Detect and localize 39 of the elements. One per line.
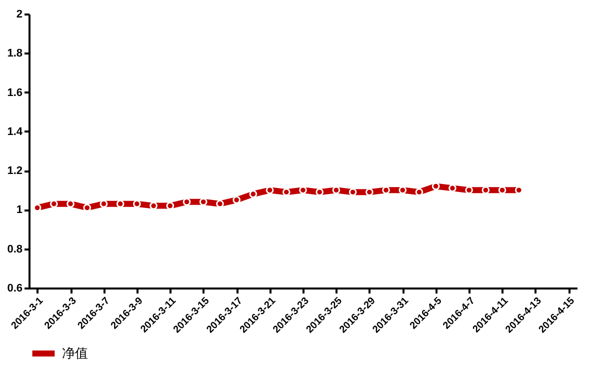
point <box>316 188 324 196</box>
point <box>266 186 274 194</box>
point <box>66 200 74 208</box>
point <box>216 200 224 208</box>
y-tick-label: 1 <box>16 204 22 216</box>
point <box>432 182 440 190</box>
y-tick-label: 1.6 <box>7 86 22 99</box>
point <box>348 188 357 196</box>
point <box>382 186 390 194</box>
point <box>398 186 407 194</box>
point <box>366 188 374 196</box>
point <box>232 196 240 204</box>
point <box>498 186 506 194</box>
point <box>299 186 307 194</box>
point <box>415 188 424 196</box>
y-tick-label: 0.6 <box>7 282 22 294</box>
point <box>249 190 258 198</box>
point <box>182 198 191 206</box>
point <box>50 200 58 208</box>
point <box>133 200 141 208</box>
point <box>83 204 92 212</box>
y-tick-label: 2 <box>16 8 22 20</box>
point <box>465 186 473 194</box>
point <box>282 188 290 196</box>
point <box>166 202 174 210</box>
y-tick-label: 1.4 <box>7 126 24 138</box>
point <box>33 204 42 212</box>
legend-label: 净值 <box>62 346 88 360</box>
y-tick-label: 1.8 <box>7 48 22 60</box>
point <box>448 184 456 192</box>
point <box>100 200 108 208</box>
point <box>199 198 208 206</box>
point <box>514 186 523 194</box>
y-tick-label: 1.2 <box>7 165 22 178</box>
point <box>482 186 490 194</box>
point <box>116 200 124 208</box>
point <box>332 186 340 194</box>
point <box>150 202 158 210</box>
y-tick-label: 0.8 <box>7 243 22 256</box>
